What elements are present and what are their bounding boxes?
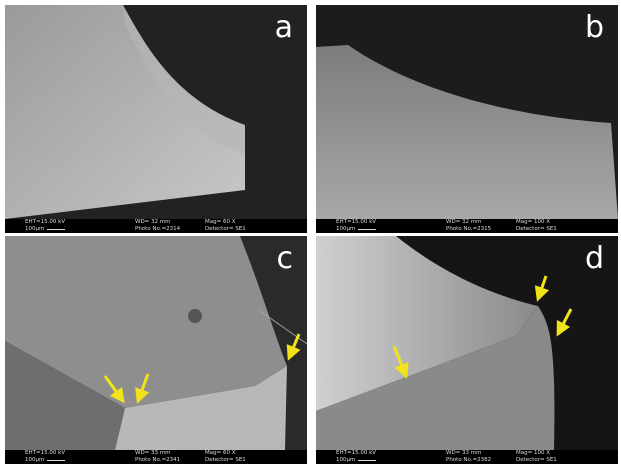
scale: 100µm <box>336 457 355 464</box>
micrograph <box>5 236 307 450</box>
micrograph <box>5 5 307 219</box>
mag: Mag= 60 X <box>205 450 235 457</box>
mag: Mag= 100 X <box>516 219 550 226</box>
detector: Detector= SE1 <box>516 457 557 464</box>
detector: Detector= SE1 <box>516 226 557 233</box>
wd: WD= 33 mm <box>446 450 482 457</box>
scale-bar <box>47 460 65 461</box>
eht: EHT=15.00 kV <box>25 450 65 457</box>
mag: Mag= 60 X <box>205 219 235 226</box>
eht: EHT=15.00 kV <box>336 450 376 457</box>
panel-label: d <box>585 244 604 274</box>
scale: 100µm <box>336 226 355 233</box>
scale-bar <box>358 460 376 461</box>
photo: Photo No.=2315 <box>446 226 491 233</box>
info-bar: EHT=15.00 kV WD= 33 mm Mag= 100 X 100µm … <box>316 450 618 464</box>
scale: 100µm <box>25 457 44 464</box>
panel-label: c <box>277 244 294 274</box>
page: a EHT=15.00 kV WD= 32 mm Mag= 60 X 100µm… <box>0 0 621 470</box>
wd: WD= 32 mm <box>446 219 482 226</box>
photo: Photo No.=2382 <box>446 457 491 464</box>
scale-bar <box>47 229 65 230</box>
panel-c: c EHT=15.00 kV WD= 33 mm Mag= 60 X 100µm… <box>5 236 307 464</box>
info-bar: EHT=15.00 kV WD= 32 mm Mag= 100 X 100µm … <box>316 219 618 233</box>
info-bar: EHT=15.00 kV WD= 33 mm Mag= 60 X 100µm P… <box>5 450 307 464</box>
panel-d: d EHT=15.00 kV WD= 33 mm Mag= 100 X 100µ… <box>316 236 618 464</box>
photo: Photo No.=2341 <box>135 457 180 464</box>
micrograph <box>316 236 618 450</box>
info-bar: EHT=15.00 kV WD= 32 mm Mag= 60 X 100µm P… <box>5 219 307 233</box>
panel-label: b <box>585 13 604 43</box>
wd: WD= 32 mm <box>135 219 171 226</box>
panel-a: a EHT=15.00 kV WD= 32 mm Mag= 60 X 100µm… <box>5 5 307 233</box>
scale-bar <box>358 229 376 230</box>
wd: WD= 33 mm <box>135 450 171 457</box>
micrograph <box>316 5 618 219</box>
detector: Detector= SE1 <box>205 457 246 464</box>
panel-label: a <box>275 13 293 43</box>
eht: EHT=15.00 kV <box>25 219 65 226</box>
mag: Mag= 100 X <box>516 450 550 457</box>
photo: Photo No.=2314 <box>135 226 180 233</box>
detector: Detector= SE1 <box>205 226 246 233</box>
eht: EHT=15.00 kV <box>336 219 376 226</box>
panel-b: b EHT=15.00 kV WD= 32 mm Mag= 100 X 100µ… <box>316 5 618 233</box>
scale: 100µm <box>25 226 44 233</box>
